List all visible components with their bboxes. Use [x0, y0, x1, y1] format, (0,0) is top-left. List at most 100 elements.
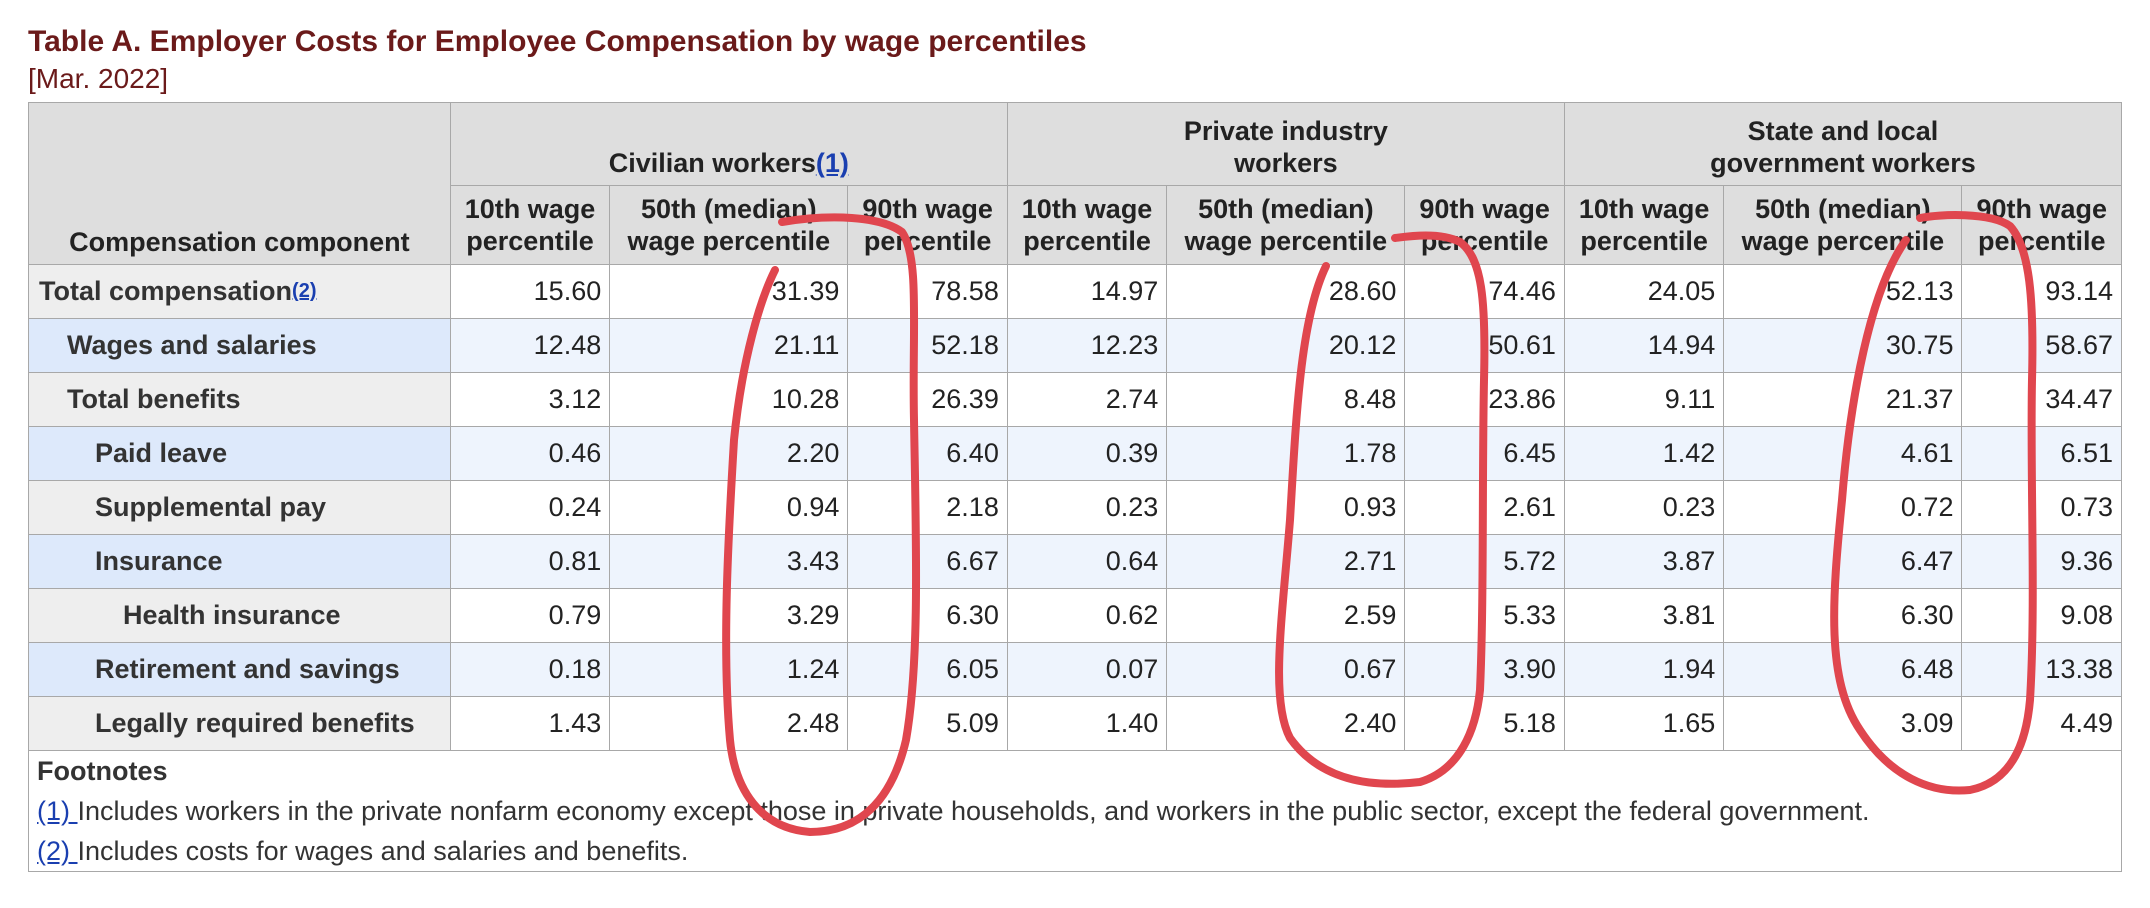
table-cell: 6.40: [847, 426, 1008, 481]
table-row: Legally required benefits 1.43 2.48 5.09…: [28, 696, 2122, 751]
footnotes-section: Footnotes (1) Includes workers in the pr…: [28, 750, 2122, 872]
table-cell: 2.40: [1166, 696, 1406, 751]
table-cell: 52.18: [847, 318, 1008, 373]
footnote-anchor-1[interactable]: (1): [37, 796, 70, 826]
table-cell: 78.58: [847, 264, 1008, 319]
stub-header: Compensation component: [28, 102, 451, 265]
footnote-link-1[interactable]: (1): [815, 148, 849, 178]
table-cell: 74.46: [1404, 264, 1565, 319]
table-cell: 6.45: [1404, 426, 1565, 481]
table-cell: 2.48: [609, 696, 849, 751]
table-cell: 24.05: [1563, 264, 1725, 319]
group-label: Civilian workers: [608, 148, 816, 178]
table-cell: 50.61: [1404, 318, 1565, 373]
table-cell: 20.12: [1166, 318, 1406, 373]
table-cell: 3.43: [609, 534, 849, 589]
column-header: 10th wage percentile: [449, 185, 611, 265]
footnote-text: Includes workers in the private nonfarm …: [77, 796, 1870, 826]
table-cell: 0.39: [1006, 426, 1168, 481]
row-label: Supplemental pay: [28, 480, 451, 535]
group-header-private: Private industry workers: [1006, 102, 1565, 186]
compensation-table: Compensation component Civilian workers(…: [28, 102, 2123, 872]
table-cell: 2.61: [1404, 480, 1565, 535]
table-cell: 0.62: [1006, 588, 1168, 643]
row-label: Health insurance: [28, 588, 451, 643]
row-label: Paid leave: [28, 426, 451, 481]
table-cell: 0.93: [1166, 480, 1406, 535]
table-cell: 1.78: [1166, 426, 1406, 481]
column-header: 10th wage percentile: [1563, 185, 1725, 265]
footnote-text: Includes costs for wages and salaries an…: [77, 836, 689, 866]
column-header: 50th (median) wage percentile: [1166, 185, 1406, 265]
table-row: Total benefits 3.12 10.28 26.39 2.74 8.4…: [28, 372, 2122, 427]
table-cell: 31.39: [609, 264, 849, 319]
table-cell: 10.28: [609, 372, 849, 427]
table-row: Insurance 0.81 3.43 6.67 0.64 2.71 5.72 …: [28, 534, 2122, 589]
row-label: Total benefits: [28, 372, 451, 427]
table-cell: 26.39: [847, 372, 1008, 427]
table-cell: 3.09: [1723, 696, 1963, 751]
table-cell: 3.29: [609, 588, 849, 643]
table-cell: 2.18: [847, 480, 1008, 535]
column-header: 50th (median) wage percentile: [609, 185, 849, 265]
table-cell: 9.11: [1563, 372, 1725, 427]
table-cell: 6.30: [1723, 588, 1963, 643]
table-cell: 0.79: [449, 588, 611, 643]
table-cell: 12.23: [1006, 318, 1168, 373]
table-cell: 30.75: [1723, 318, 1963, 373]
table-cell: 14.97: [1006, 264, 1168, 319]
table-row: Health insurance 0.79 3.29 6.30 0.62 2.5…: [28, 588, 2122, 643]
table-cell: 28.60: [1166, 264, 1406, 319]
table-cell: 0.07: [1006, 642, 1168, 697]
table-cell: 4.61: [1723, 426, 1963, 481]
table-cell: 0.23: [1563, 480, 1725, 535]
footnote-link-2[interactable]: (2): [292, 280, 317, 302]
footnote-anchor-2[interactable]: (2): [37, 836, 70, 866]
table-cell: 1.24: [609, 642, 849, 697]
table-cell: 9.08: [1961, 588, 2122, 643]
reference-date: [Mar. 2022]: [28, 63, 169, 94]
column-header: 90th wage percentile: [1404, 185, 1565, 265]
table-cell: 5.09: [847, 696, 1008, 751]
table-cell: 0.81: [449, 534, 611, 589]
table-cell: 23.86: [1404, 372, 1565, 427]
table-cell: 6.47: [1723, 534, 1963, 589]
table-cell: 52.13: [1723, 264, 1963, 319]
table-cell: 0.23: [1006, 480, 1168, 535]
group-label: Private industry workers: [1183, 116, 1388, 178]
table-row: Total compensation(2) 15.60 31.39 78.58 …: [28, 264, 2122, 319]
table-cell: 0.94: [609, 480, 849, 535]
table-row: Retirement and savings 0.18 1.24 6.05 0.…: [28, 642, 2122, 697]
table-cell: 58.67: [1961, 318, 2122, 373]
table-title: Table A. Employer Costs for Employee Com…: [28, 25, 1087, 58]
table-cell: 21.11: [609, 318, 849, 373]
table-cell: 3.12: [449, 372, 611, 427]
table-row: Wages and salaries 12.48 21.11 52.18 12.…: [28, 318, 2122, 373]
table-cell: 1.65: [1563, 696, 1725, 751]
table-cell: 3.81: [1563, 588, 1725, 643]
table-cell: 6.51: [1961, 426, 2122, 481]
footnotes-heading: Footnotes: [37, 756, 168, 786]
table-cell: 6.48: [1723, 642, 1963, 697]
group-header-state-local: State and local government workers: [1563, 102, 2123, 186]
row-label: Wages and salaries: [28, 318, 451, 373]
table-cell: 93.14: [1961, 264, 2122, 319]
column-header: 90th wage percentile: [847, 185, 1008, 265]
table-cell: 21.37: [1723, 372, 1963, 427]
table-container: Table A. Employer Costs for Employee Com…: [28, 22, 2123, 872]
table-cell: 1.40: [1006, 696, 1168, 751]
table-cell: 14.94: [1563, 318, 1725, 373]
table-cell: 1.43: [449, 696, 611, 751]
footnote-item: (1) Includes workers in the private nonf…: [37, 791, 2113, 831]
table-cell: 34.47: [1961, 372, 2122, 427]
row-label: Insurance: [28, 534, 451, 589]
table-cell: 6.05: [847, 642, 1008, 697]
column-header: 90th wage percentile: [1961, 185, 2122, 265]
table-cell: 2.74: [1006, 372, 1168, 427]
footnote-item: (2) Includes costs for wages and salarie…: [37, 831, 2113, 871]
table-cell: 1.94: [1563, 642, 1725, 697]
row-label: Retirement and savings: [28, 642, 451, 697]
table-cell: 5.18: [1404, 696, 1565, 751]
table-cell: 1.42: [1563, 426, 1725, 481]
table-row: Paid leave 0.46 2.20 6.40 0.39 1.78 6.45…: [28, 426, 2122, 481]
